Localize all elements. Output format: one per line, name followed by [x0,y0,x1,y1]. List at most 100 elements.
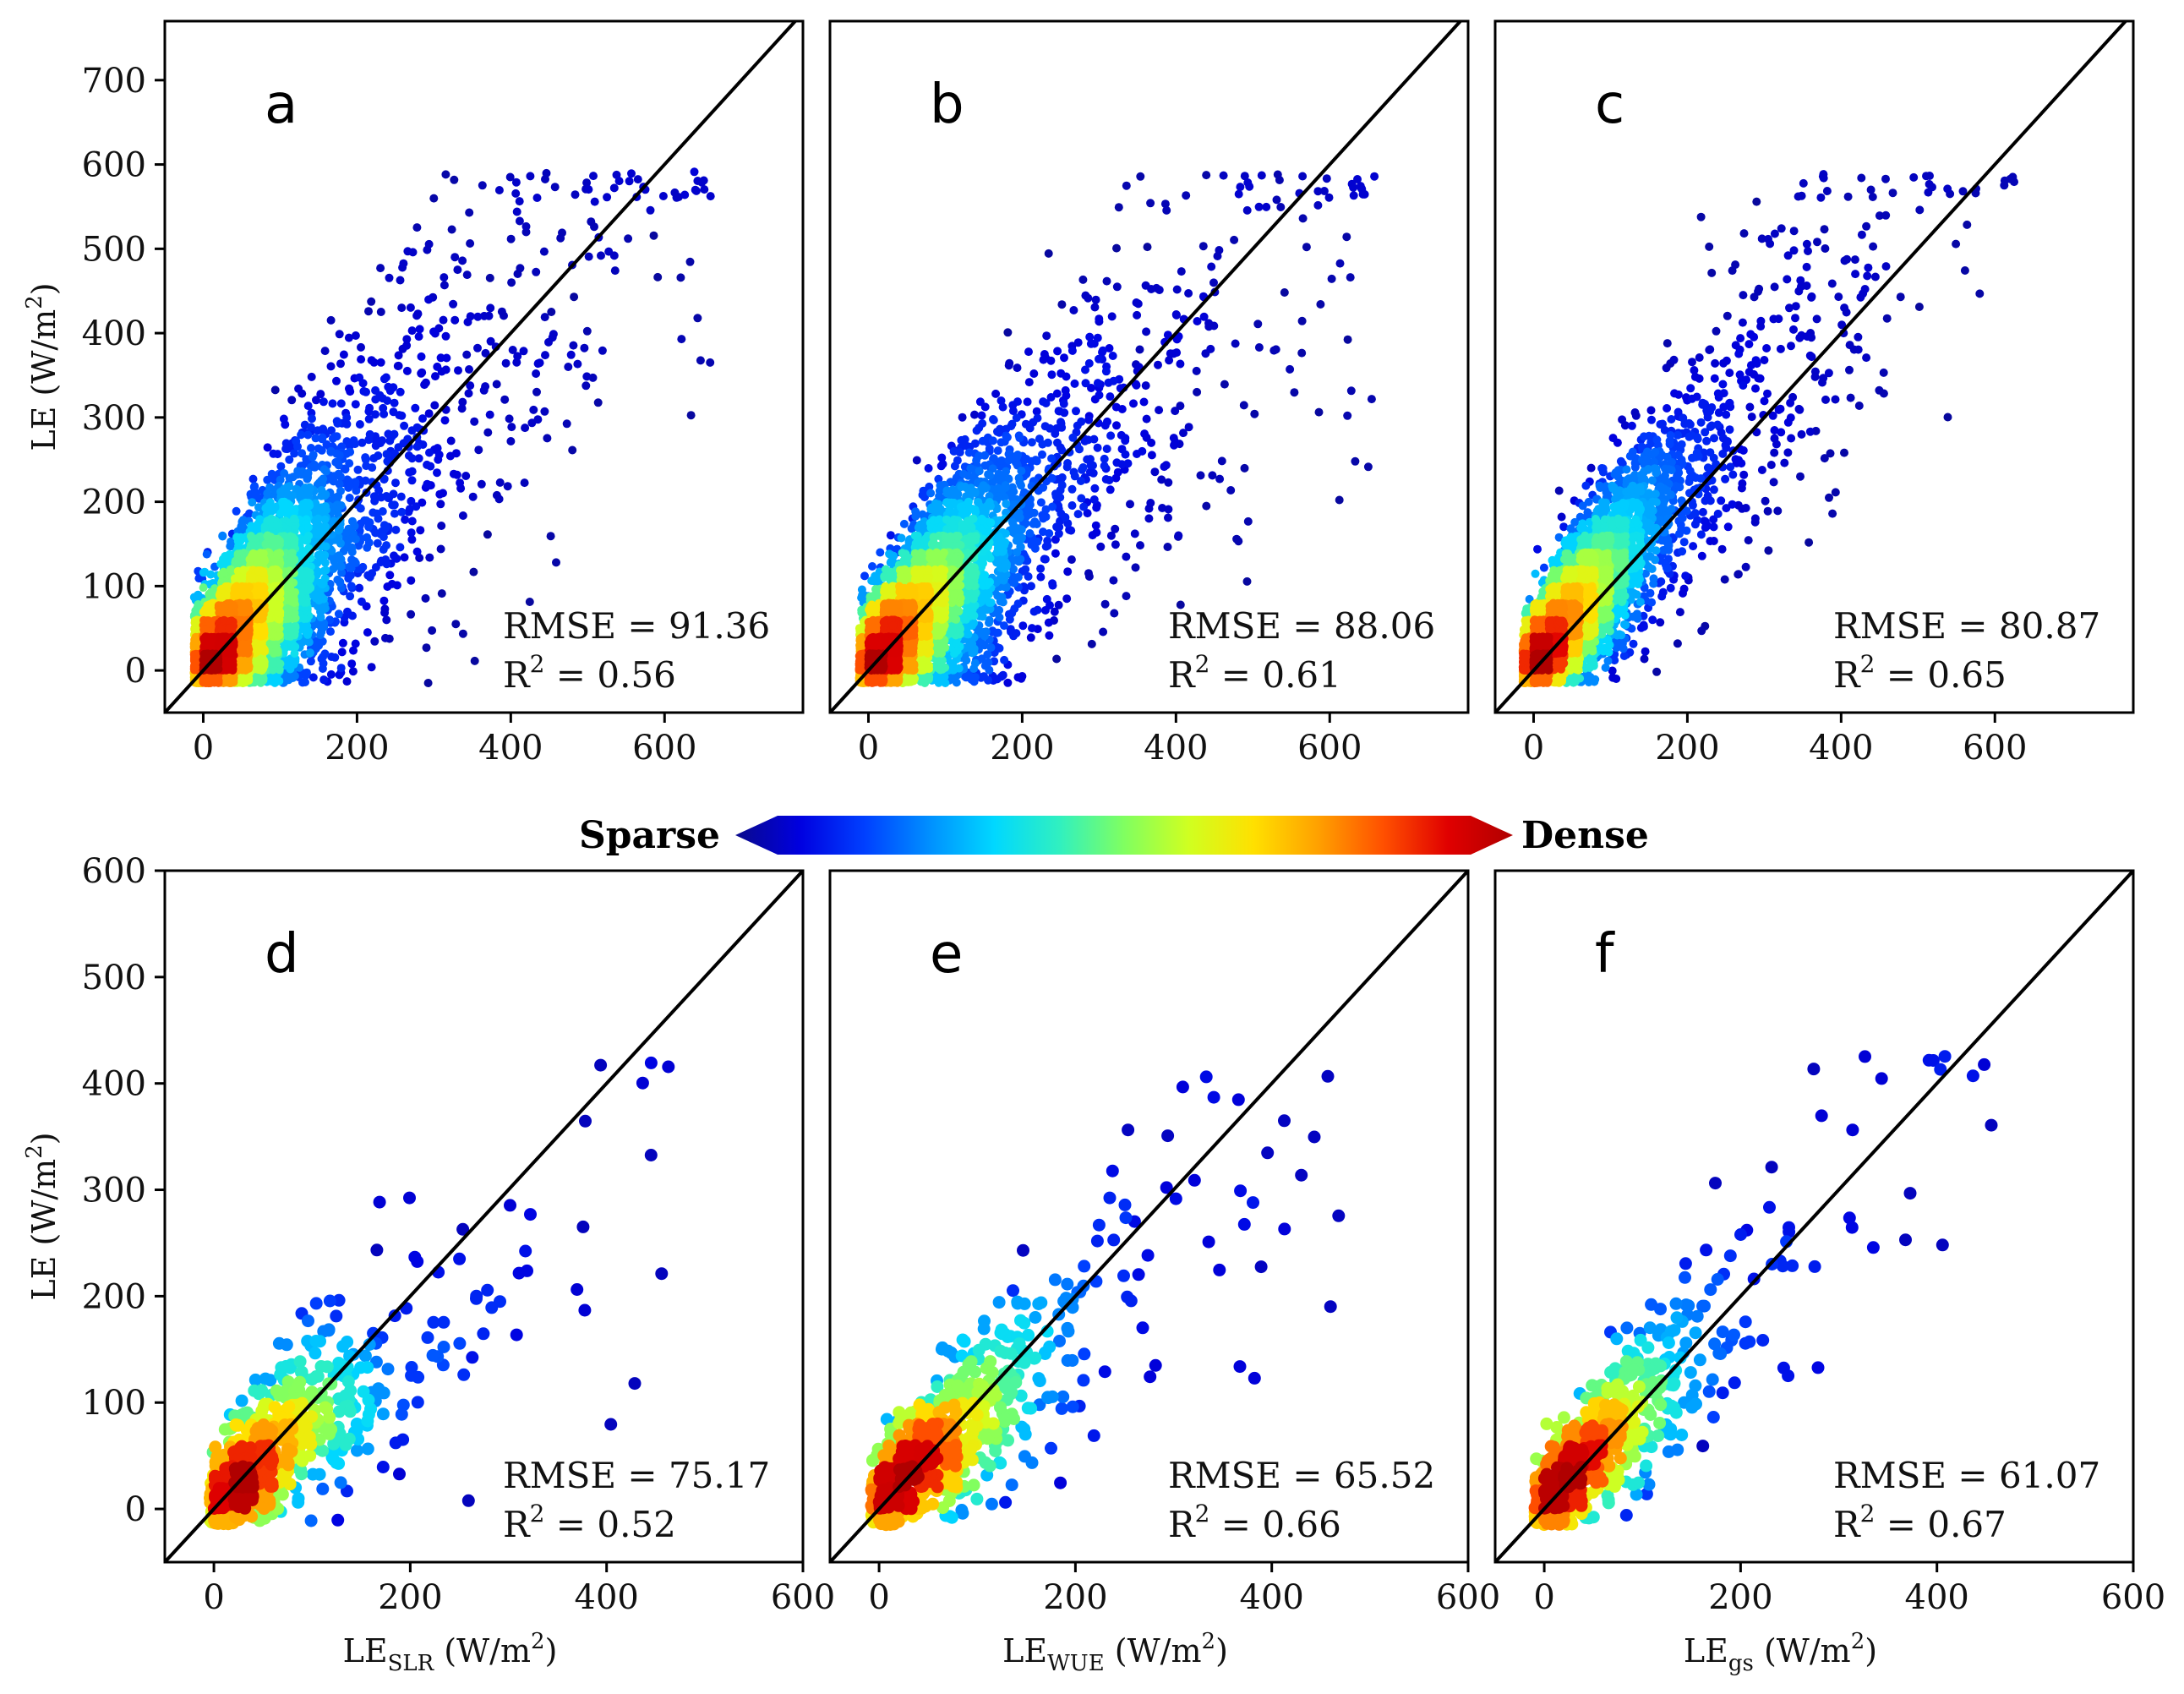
data-point [470,656,479,665]
data-point [346,592,355,601]
data-point [549,330,558,339]
data-point [458,397,467,407]
data-point [479,311,489,320]
data-point [396,276,405,285]
data-point [359,386,369,396]
data-point [326,315,336,325]
data-point [236,537,245,546]
data-point [372,509,381,518]
data-point [465,365,473,374]
data-point [375,391,385,400]
data-point [283,623,292,632]
data-point [485,410,494,419]
data-point [346,571,355,580]
data-point [320,515,330,524]
data-point [223,582,232,591]
data-point [396,543,405,552]
data-point [597,251,605,260]
data-point [564,363,573,371]
data-point [326,627,335,637]
data-point [332,561,341,571]
data-point [423,479,432,489]
data-point [305,501,314,511]
data-point [407,516,417,526]
data-point [305,575,314,584]
data-point [218,532,227,541]
data-point [300,506,309,516]
data-point [706,192,715,201]
data-point [384,382,393,391]
data-point [248,498,257,507]
data-point [470,417,479,426]
data-point [407,467,417,476]
data-point [412,442,422,451]
data-point [317,503,326,512]
data-point [261,504,270,513]
data-point [345,562,354,571]
data-point [357,597,366,606]
data-point [351,639,360,648]
data-point [314,444,323,453]
data-point [556,233,565,243]
data-point [521,424,530,433]
data-point [279,414,288,424]
data-point [339,350,348,359]
data-point [394,351,403,360]
data-point [307,372,316,381]
data-point [457,404,467,413]
data-point [199,583,208,593]
data-point [240,600,249,609]
data-point [525,598,534,606]
data-point [319,566,329,576]
data-point [369,454,379,463]
data-point [407,609,416,619]
data-point [259,549,268,558]
data-point [691,185,700,194]
data-point [388,500,397,510]
data-point [532,194,542,202]
data-point [334,609,343,619]
data-point [402,335,412,344]
data-point [326,362,336,371]
data-point [334,526,343,535]
data-point [313,426,322,435]
data-point [326,669,336,679]
data-point [226,662,235,671]
data-point [706,358,715,367]
data-point [507,423,516,432]
data-point [649,231,658,240]
data-point [693,314,702,323]
data-point [417,352,426,361]
data-point [458,629,467,638]
data-point [355,420,364,429]
data-point [267,568,276,577]
data-point [468,492,478,501]
data-point [562,419,571,429]
data-point [402,341,412,350]
data-point [317,654,326,664]
data-point [396,492,406,501]
data-point [573,359,582,369]
data-point [336,359,345,369]
data-point [287,553,296,562]
data-point [298,449,307,458]
data-point [520,478,529,488]
data-point [368,463,377,473]
data-point [570,292,579,302]
data-point [407,528,416,538]
data-point [696,356,705,365]
data-point [345,494,354,502]
data-point [429,327,439,336]
data-point [303,402,313,411]
data-point [593,398,603,407]
data-point [345,459,354,468]
data-point [295,487,304,496]
data-point [519,347,528,356]
data-point [473,343,482,352]
data-point [383,582,392,591]
data-point [686,411,696,420]
data-point [298,637,307,647]
data-point [232,506,241,516]
data-point [428,626,437,635]
data-point [227,537,236,546]
